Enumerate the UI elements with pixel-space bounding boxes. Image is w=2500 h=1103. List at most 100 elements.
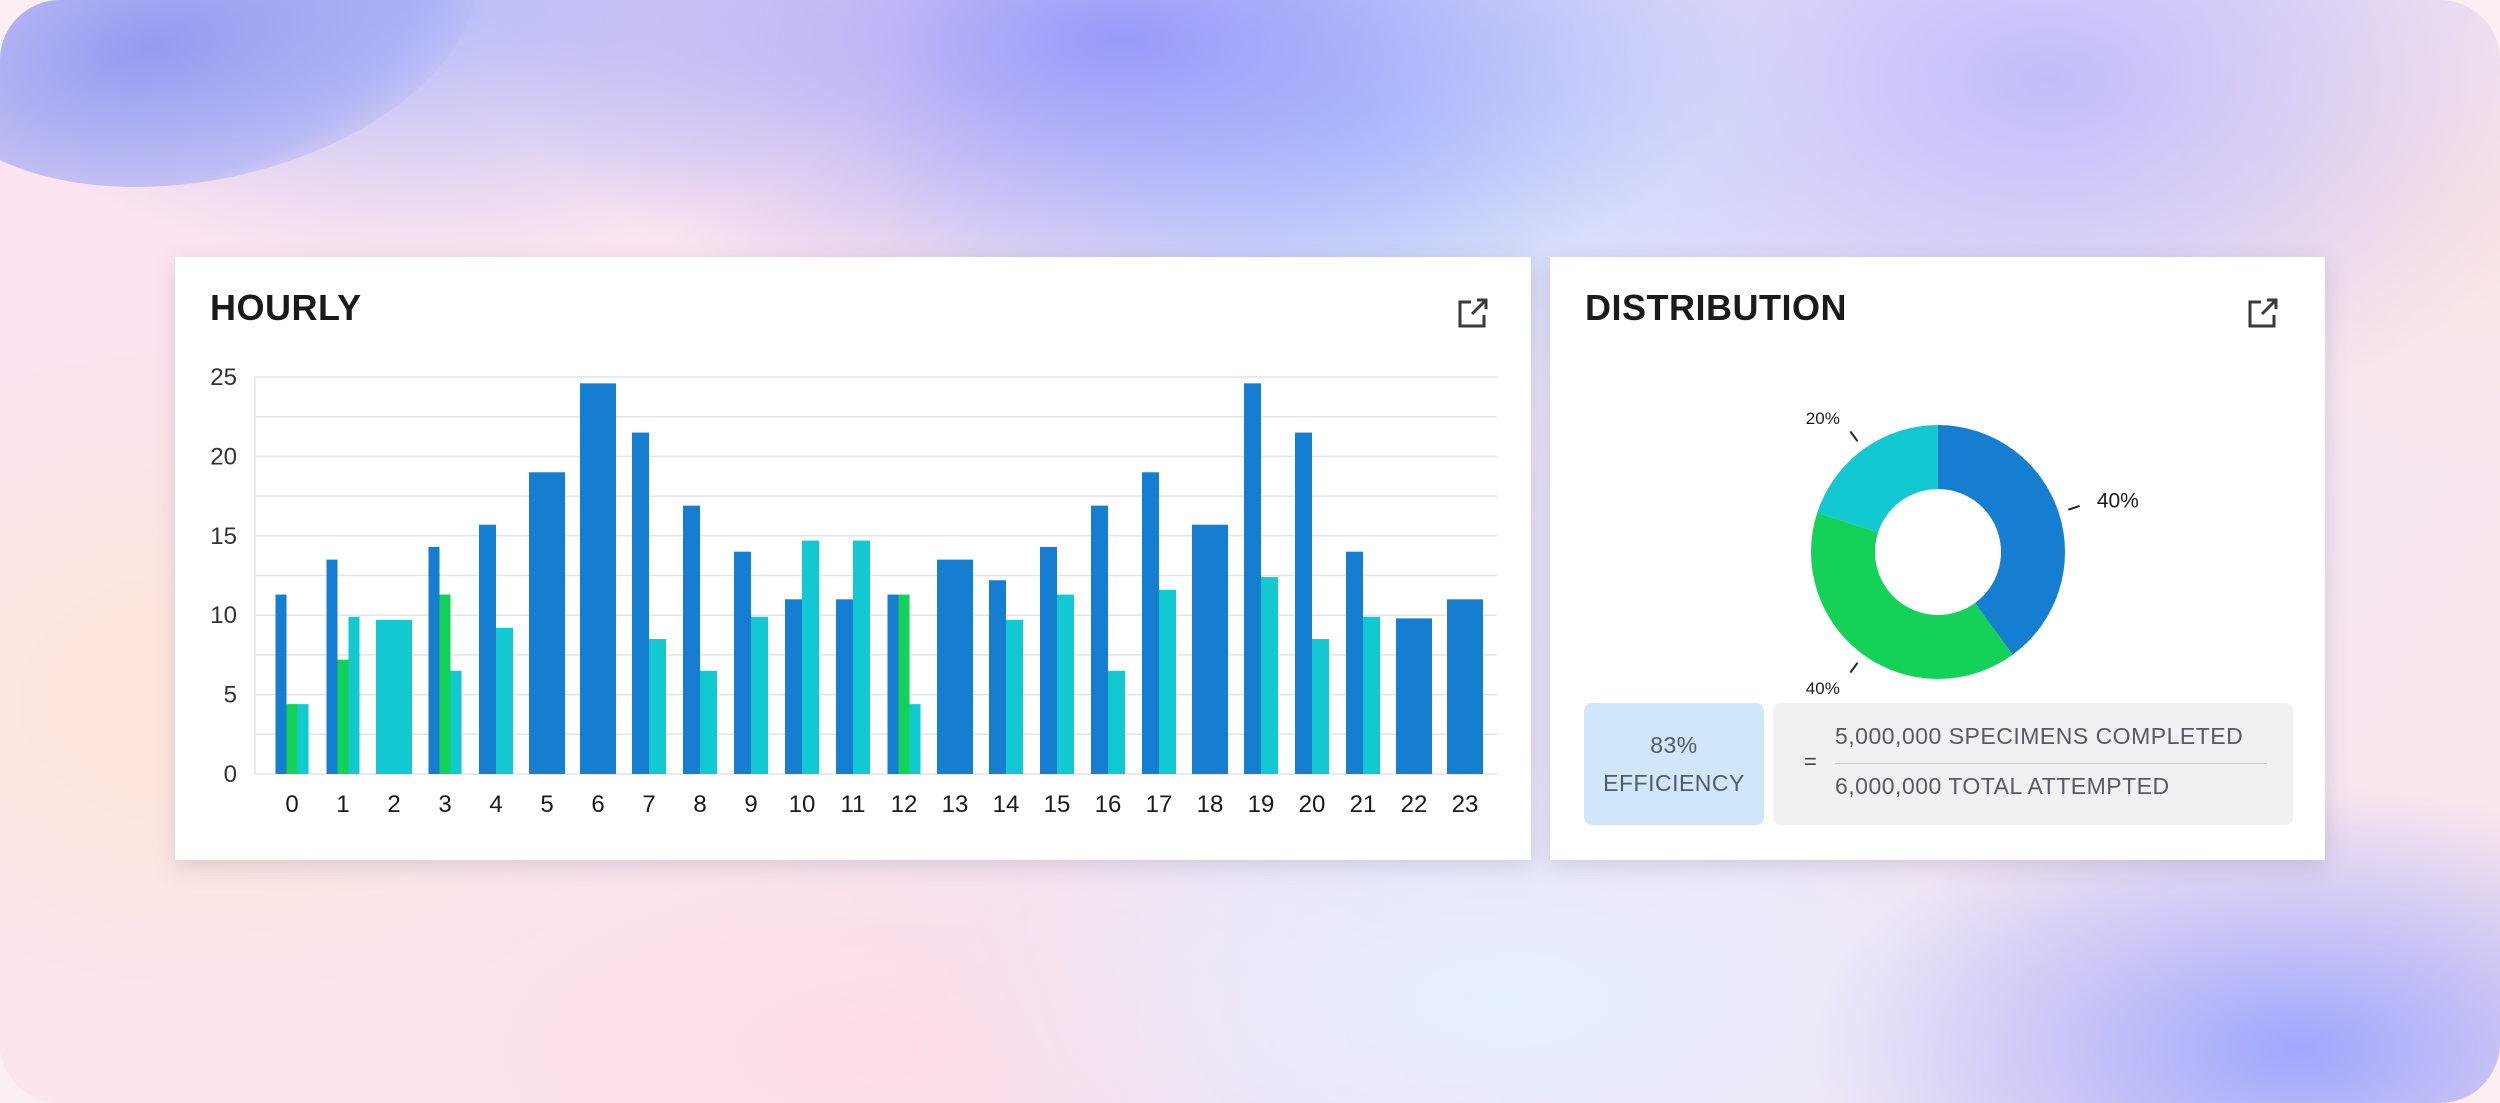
bar bbox=[479, 524, 496, 774]
x-tick-label: 19 bbox=[1248, 791, 1275, 818]
efficiency-calculation: = 5,000,000 SPECIMENS COMPLETED 6,000,00… bbox=[1773, 703, 2293, 825]
bar bbox=[836, 599, 853, 774]
x-tick-label: 7 bbox=[642, 791, 655, 818]
bar bbox=[802, 540, 819, 774]
bar bbox=[1142, 472, 1159, 774]
fraction-divider bbox=[1835, 763, 2267, 764]
bar bbox=[1312, 639, 1329, 774]
slice-label: 20% bbox=[1806, 409, 1840, 428]
external-link-icon[interactable] bbox=[1455, 295, 1491, 331]
x-tick-label: 15 bbox=[1044, 791, 1071, 818]
bar bbox=[1244, 383, 1261, 774]
bar bbox=[1159, 589, 1176, 774]
x-tick-label: 1 bbox=[336, 791, 349, 818]
x-tick-label: 9 bbox=[744, 791, 757, 818]
bar bbox=[297, 704, 309, 774]
x-tick-label: 3 bbox=[438, 791, 451, 818]
bar bbox=[649, 639, 666, 774]
bar bbox=[1346, 551, 1363, 774]
label-leader-line bbox=[1849, 430, 1859, 442]
bar bbox=[326, 559, 338, 774]
bar bbox=[1006, 619, 1023, 774]
x-tick-label: 20 bbox=[1299, 791, 1326, 818]
x-tick-label: 17 bbox=[1146, 791, 1173, 818]
efficiency-value: 83% bbox=[1650, 732, 1698, 758]
bar bbox=[1396, 618, 1432, 774]
bar bbox=[275, 594, 287, 774]
x-tick-label: 13 bbox=[942, 791, 969, 818]
donut-slice bbox=[1811, 512, 2013, 679]
bar bbox=[887, 594, 899, 774]
donut-slice bbox=[1817, 425, 1938, 533]
label-leader-line bbox=[2067, 505, 2081, 511]
x-tick-label: 11 bbox=[841, 791, 866, 818]
x-tick-label: 16 bbox=[1095, 791, 1122, 818]
bar bbox=[376, 619, 412, 774]
bar bbox=[1192, 524, 1228, 774]
bar bbox=[286, 704, 298, 774]
bar bbox=[428, 546, 440, 774]
x-tick-label: 8 bbox=[693, 791, 706, 818]
efficiency-box: 83% EFFICIENCY bbox=[1584, 703, 1764, 825]
background-blob bbox=[0, 0, 508, 235]
distribution-donut-chart: 40% 40% 20% bbox=[1806, 409, 2139, 697]
distribution-card: DISTRIBUTION 40% 40% 20% 83% EFFICIENCY = … bbox=[1550, 257, 2325, 860]
x-tick-label: 14 bbox=[993, 791, 1020, 818]
bar bbox=[337, 659, 349, 774]
bar bbox=[496, 627, 513, 774]
bar bbox=[909, 704, 921, 774]
y-tick-label: 10 bbox=[210, 602, 237, 629]
bar bbox=[529, 472, 565, 774]
bar bbox=[751, 616, 768, 774]
bar bbox=[853, 540, 870, 774]
bar bbox=[1295, 432, 1312, 774]
x-tick-label: 21 bbox=[1350, 791, 1377, 818]
external-link-icon[interactable] bbox=[2245, 295, 2281, 331]
bar bbox=[1040, 546, 1057, 774]
bar bbox=[450, 670, 462, 774]
y-tick-label: 0 bbox=[224, 761, 237, 788]
slice-label: 40% bbox=[1806, 679, 1840, 697]
bar bbox=[1447, 599, 1483, 774]
x-tick-label: 6 bbox=[591, 791, 604, 818]
x-tick-label: 2 bbox=[387, 791, 400, 818]
x-tick-label: 18 bbox=[1197, 791, 1224, 818]
bar bbox=[785, 599, 802, 774]
x-tick-label: 10 bbox=[789, 791, 816, 818]
y-tick-label: 25 bbox=[210, 364, 237, 391]
total-attempted: 6,000,000 TOTAL ATTEMPTED bbox=[1835, 773, 2170, 799]
x-tick-label: 12 bbox=[891, 791, 918, 818]
bar bbox=[1091, 505, 1108, 774]
bar bbox=[439, 594, 451, 774]
donut-slice bbox=[1938, 425, 2065, 655]
bar bbox=[1363, 616, 1380, 774]
bar bbox=[898, 594, 910, 774]
bar bbox=[989, 580, 1006, 774]
bar bbox=[580, 383, 616, 774]
efficiency-label: EFFICIENCY bbox=[1603, 770, 1745, 796]
equals-sign: = bbox=[1804, 749, 1817, 774]
bar bbox=[348, 616, 360, 774]
distribution-title: DISTRIBUTION bbox=[1585, 287, 1847, 328]
specimens-completed: 5,000,000 SPECIMENS COMPLETED bbox=[1835, 723, 2244, 749]
x-tick-label: 4 bbox=[489, 791, 502, 818]
x-tick-label: 0 bbox=[285, 791, 298, 818]
bar bbox=[632, 432, 649, 774]
bar bbox=[937, 559, 973, 774]
label-leader-line bbox=[1849, 662, 1859, 674]
x-tick-label: 5 bbox=[540, 791, 553, 818]
bar bbox=[1108, 670, 1125, 774]
bar bbox=[1261, 577, 1278, 774]
bar bbox=[700, 670, 717, 774]
hourly-title: HOURLY bbox=[210, 287, 362, 328]
y-tick-label: 5 bbox=[224, 682, 237, 709]
y-tick-label: 20 bbox=[210, 443, 237, 470]
x-tick-label: 22 bbox=[1401, 791, 1428, 818]
bar bbox=[734, 551, 751, 774]
bar bbox=[1057, 594, 1074, 774]
bar bbox=[683, 505, 700, 774]
y-tick-label: 15 bbox=[210, 523, 237, 550]
x-tick-label: 23 bbox=[1452, 791, 1479, 818]
hourly-card: HOURLY 0 5 10 15 20 25 0 1 2 3 4 5 6 7 8 9 10 11 12 13 14 15 1… bbox=[175, 257, 1531, 860]
